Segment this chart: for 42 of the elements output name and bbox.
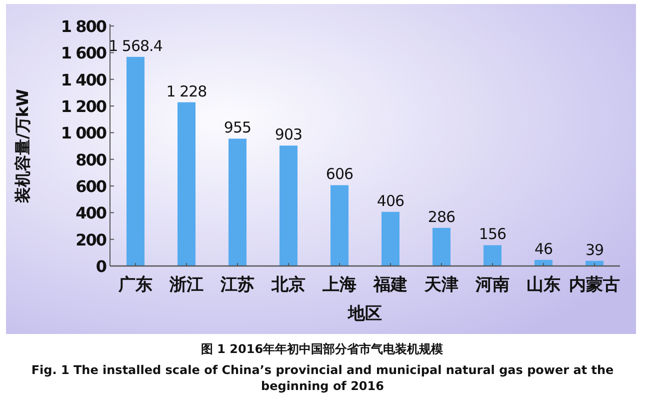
- bar: [484, 245, 502, 266]
- bar: [330, 185, 348, 266]
- y-axis-title: 装机容量/万kW: [13, 88, 32, 204]
- text: Fig. 1 The installed scale of China’s provincial and municipal natural gas power at the beginning of 2016: [30, 362, 615, 394]
- x-tick-label: 内蒙古: [569, 275, 620, 295]
- x-tick-label: 广东: [118, 275, 152, 295]
- x-axis-title: 地区: [347, 304, 382, 324]
- x-tick-label: 北京: [270, 275, 306, 295]
- y-tick-label: 200: [76, 230, 107, 250]
- y-tick-label: 1 200: [60, 97, 107, 116]
- data-label: 903: [274, 126, 302, 144]
- x-tick-label: 山东: [526, 275, 560, 295]
- bar: [228, 138, 246, 266]
- data-label: 1 568.4: [108, 36, 162, 55]
- y-tick-label: 1 400: [60, 70, 107, 90]
- y-tick-label: 1 800: [60, 17, 107, 36]
- bar: [280, 146, 298, 266]
- x-tick-label: 上海: [322, 275, 356, 295]
- y-tick-label: 600: [76, 177, 107, 196]
- bar: [432, 228, 450, 266]
- data-label: 156: [478, 225, 506, 244]
- x-tick-label: 浙江: [168, 275, 204, 295]
- x-tick-label: 河南: [474, 275, 510, 295]
- bar: [126, 56, 144, 266]
- x-tick-label: 江苏: [220, 275, 254, 295]
- y-tick-label: 1 600: [60, 44, 107, 63]
- x-tick-label: 天津: [424, 275, 458, 295]
- data-label: 286: [428, 208, 456, 226]
- data-label: 39: [585, 240, 604, 259]
- y-tick-label: 400: [76, 204, 107, 223]
- x-tick-label: 福建: [372, 275, 408, 295]
- y-tick-label: 1 000: [60, 124, 107, 143]
- text: 图 1 2016年年初中国部分省市气电装机规模: [200, 342, 444, 356]
- data-label: 46: [534, 240, 553, 258]
- data-label: 955: [224, 118, 252, 137]
- bar: [382, 212, 400, 266]
- data-label: 606: [326, 165, 354, 184]
- data-label: 1 228: [166, 82, 207, 100]
- y-tick-label: 0: [96, 257, 107, 276]
- bar: [178, 102, 196, 266]
- data-label: 406: [376, 192, 404, 210]
- y-tick-label: 800: [76, 150, 107, 170]
